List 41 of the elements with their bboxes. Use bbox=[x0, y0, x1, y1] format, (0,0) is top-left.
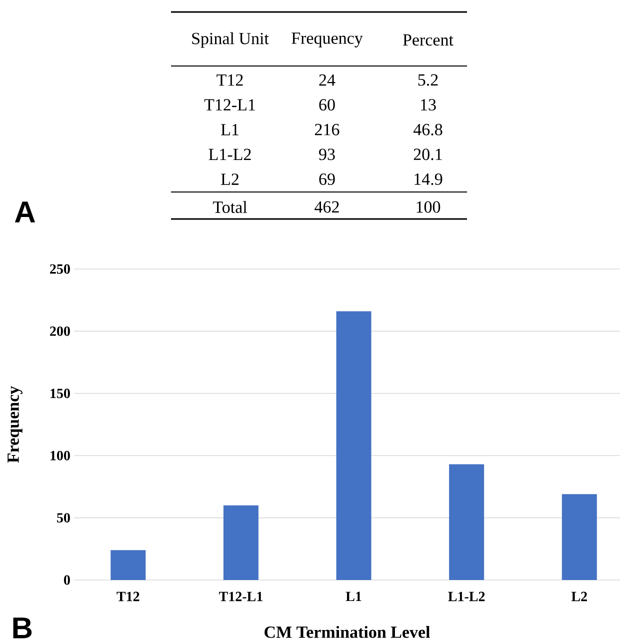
text: Spinal Unit bbox=[192, 32, 269, 48]
x-tick-label: L2 bbox=[571, 592, 587, 602]
x-axis-title: CM Termination Level bbox=[264, 626, 430, 638]
y-tick-label: 50 bbox=[57, 513, 70, 523]
text: 462 bbox=[314, 201, 339, 213]
text: 13 bbox=[420, 99, 436, 111]
y-tick-label: 0 bbox=[64, 575, 70, 585]
text: 14.9 bbox=[414, 173, 442, 185]
text: 216 bbox=[315, 124, 340, 136]
text: T12 bbox=[216, 74, 243, 86]
bar bbox=[223, 505, 258, 580]
text: Total bbox=[212, 201, 248, 213]
bar bbox=[449, 464, 484, 580]
bar bbox=[336, 311, 372, 580]
text: 5.2 bbox=[418, 74, 438, 86]
x-tick-label: L1 bbox=[346, 592, 362, 602]
text: T12-L1 bbox=[204, 99, 255, 110]
text: B bbox=[13, 618, 32, 638]
y-tick-label: 150 bbox=[50, 388, 70, 398]
text: 100 bbox=[416, 201, 440, 213]
text: L1 bbox=[221, 124, 238, 136]
x-tick-label: L1-L2 bbox=[448, 592, 485, 602]
text: Percent bbox=[403, 34, 454, 46]
bar bbox=[562, 494, 597, 580]
text: 24 bbox=[319, 74, 336, 86]
text: 69 bbox=[319, 173, 335, 185]
y-axis-title: Frequency bbox=[8, 386, 22, 463]
y-tick-label: 200 bbox=[50, 326, 70, 336]
y-tick-label: 250 bbox=[50, 264, 70, 274]
x-tick-label: T12 bbox=[116, 592, 140, 602]
text: 93 bbox=[319, 148, 335, 160]
text: A bbox=[14, 202, 36, 222]
bar bbox=[110, 550, 146, 580]
text: Frequency bbox=[292, 32, 363, 48]
text: L2 bbox=[221, 174, 239, 185]
text: 46.8 bbox=[413, 124, 442, 136]
text: 60 bbox=[319, 99, 335, 111]
y-tick-label: 100 bbox=[50, 450, 70, 460]
text: L1-L2 bbox=[208, 148, 251, 160]
text: 20.1 bbox=[414, 148, 442, 160]
x-tick-label: T12-L1 bbox=[219, 592, 262, 602]
